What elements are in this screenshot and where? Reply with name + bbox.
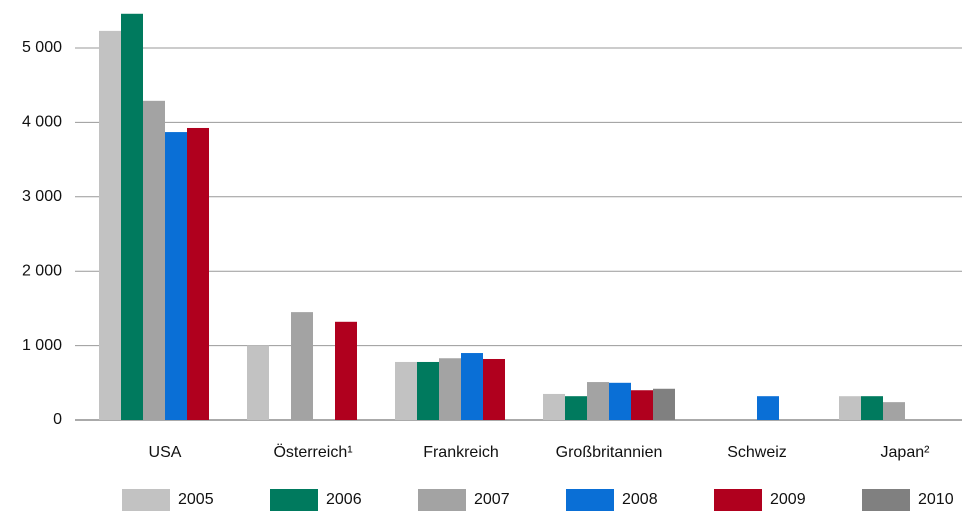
bar (187, 127, 209, 420)
x-tick-label: USA (149, 444, 182, 461)
bar (99, 30, 121, 420)
y-tick-label: 0 (53, 411, 62, 428)
bar (143, 100, 165, 420)
legend-label: 2009 (770, 491, 806, 508)
y-tick-label: 1 000 (22, 337, 62, 354)
legend-swatch (270, 489, 318, 511)
legend-swatch (714, 489, 762, 511)
x-tick-label: Frankreich (423, 444, 499, 461)
legend-label: 2010 (918, 491, 954, 508)
bar (565, 396, 587, 420)
bar (247, 345, 269, 420)
legend-swatch (566, 489, 614, 511)
x-tick-label: Österreich¹ (273, 443, 352, 461)
legend-swatch (122, 489, 170, 511)
legend-swatch (862, 489, 910, 511)
legend-swatch (418, 489, 466, 511)
bar (653, 388, 675, 420)
bar (609, 382, 631, 420)
x-tick-label: Großbritannien (556, 444, 663, 461)
bar (395, 361, 417, 420)
bar (165, 132, 187, 420)
y-tick-label: 3 000 (22, 188, 62, 205)
bar (439, 358, 461, 420)
legend-label: 2008 (622, 491, 658, 508)
y-tick-label: 5 000 (22, 39, 62, 56)
bar (631, 390, 653, 420)
bar (757, 396, 779, 420)
bar (543, 393, 565, 420)
bar (461, 353, 483, 420)
y-tick-label: 2 000 (22, 262, 62, 279)
bar (291, 312, 313, 420)
legend-label: 2006 (326, 491, 362, 508)
bar (587, 382, 609, 420)
bar (861, 396, 883, 420)
x-tick-label: Schweiz (727, 444, 787, 461)
legend-label: 2007 (474, 491, 510, 508)
bar (483, 358, 505, 420)
legend-label: 2005 (178, 491, 214, 508)
bar (417, 361, 439, 420)
bar (883, 402, 905, 420)
bar (335, 321, 357, 420)
y-tick-label: 4 000 (22, 114, 62, 131)
x-tick-label: Japan² (881, 444, 931, 461)
bar (121, 13, 143, 420)
bar (839, 396, 861, 420)
